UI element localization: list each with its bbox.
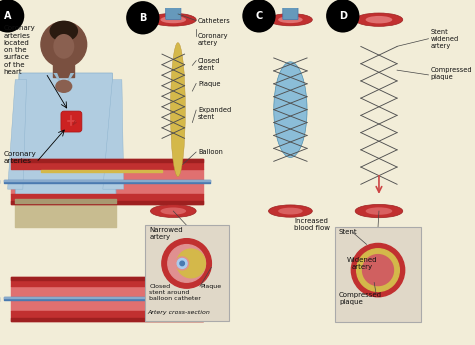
Text: Widened
artery: Widened artery bbox=[347, 257, 377, 270]
Polygon shape bbox=[64, 73, 74, 89]
Circle shape bbox=[162, 239, 211, 288]
Circle shape bbox=[362, 255, 393, 286]
Text: Plaque: Plaque bbox=[198, 81, 220, 87]
Ellipse shape bbox=[278, 208, 303, 215]
Ellipse shape bbox=[55, 80, 72, 93]
Text: Compressed
plaque: Compressed plaque bbox=[430, 67, 472, 80]
Polygon shape bbox=[8, 80, 27, 189]
Text: Narrowed
artery: Narrowed artery bbox=[150, 227, 183, 240]
Ellipse shape bbox=[171, 43, 185, 177]
Circle shape bbox=[357, 249, 399, 292]
Ellipse shape bbox=[278, 16, 303, 23]
Text: Catheters: Catheters bbox=[198, 18, 231, 24]
Ellipse shape bbox=[161, 207, 186, 215]
Text: Balloon: Balloon bbox=[198, 149, 223, 155]
FancyBboxPatch shape bbox=[0, 8, 452, 337]
Text: Stent: Stent bbox=[339, 229, 358, 235]
Circle shape bbox=[180, 261, 184, 266]
Text: Plaque: Plaque bbox=[200, 284, 221, 289]
Polygon shape bbox=[103, 80, 124, 189]
FancyBboxPatch shape bbox=[61, 111, 82, 132]
FancyBboxPatch shape bbox=[283, 6, 298, 20]
Ellipse shape bbox=[366, 207, 392, 215]
Text: Artery cross-section: Artery cross-section bbox=[148, 310, 210, 315]
Ellipse shape bbox=[161, 16, 186, 23]
Circle shape bbox=[352, 244, 405, 297]
FancyBboxPatch shape bbox=[335, 227, 421, 323]
FancyBboxPatch shape bbox=[145, 225, 228, 321]
Text: B: B bbox=[139, 13, 146, 23]
Text: D: D bbox=[339, 11, 347, 21]
Text: C: C bbox=[256, 11, 263, 21]
Text: Coronary
artery: Coronary artery bbox=[198, 33, 228, 46]
Ellipse shape bbox=[274, 62, 307, 157]
Ellipse shape bbox=[151, 205, 196, 217]
Polygon shape bbox=[15, 73, 116, 199]
Ellipse shape bbox=[366, 16, 392, 23]
Text: Stent
widened
artery: Stent widened artery bbox=[430, 29, 459, 49]
Text: Closed
stent around
balloon catheter: Closed stent around balloon catheter bbox=[150, 284, 201, 301]
Ellipse shape bbox=[49, 21, 78, 42]
Text: Coronary
arteries: Coronary arteries bbox=[4, 151, 37, 164]
Circle shape bbox=[176, 257, 189, 270]
Text: A: A bbox=[4, 11, 11, 21]
Circle shape bbox=[177, 249, 205, 278]
Text: Increased
blood flow: Increased blood flow bbox=[294, 218, 330, 231]
Text: Expanded
stent: Expanded stent bbox=[198, 107, 231, 120]
Circle shape bbox=[168, 245, 205, 282]
Ellipse shape bbox=[268, 13, 312, 26]
Ellipse shape bbox=[355, 13, 403, 26]
Text: Coronary
arteries
located
on the
surface
of the
heart: Coronary arteries located on the surface… bbox=[4, 26, 36, 75]
Polygon shape bbox=[53, 73, 64, 89]
Text: Closed
stent: Closed stent bbox=[198, 58, 220, 71]
FancyBboxPatch shape bbox=[166, 6, 181, 20]
Ellipse shape bbox=[53, 34, 74, 59]
Ellipse shape bbox=[268, 205, 312, 217]
Ellipse shape bbox=[355, 204, 403, 218]
Ellipse shape bbox=[151, 13, 196, 26]
Text: Compressed
plaque: Compressed plaque bbox=[339, 292, 382, 305]
Circle shape bbox=[177, 258, 187, 268]
Circle shape bbox=[41, 22, 86, 67]
